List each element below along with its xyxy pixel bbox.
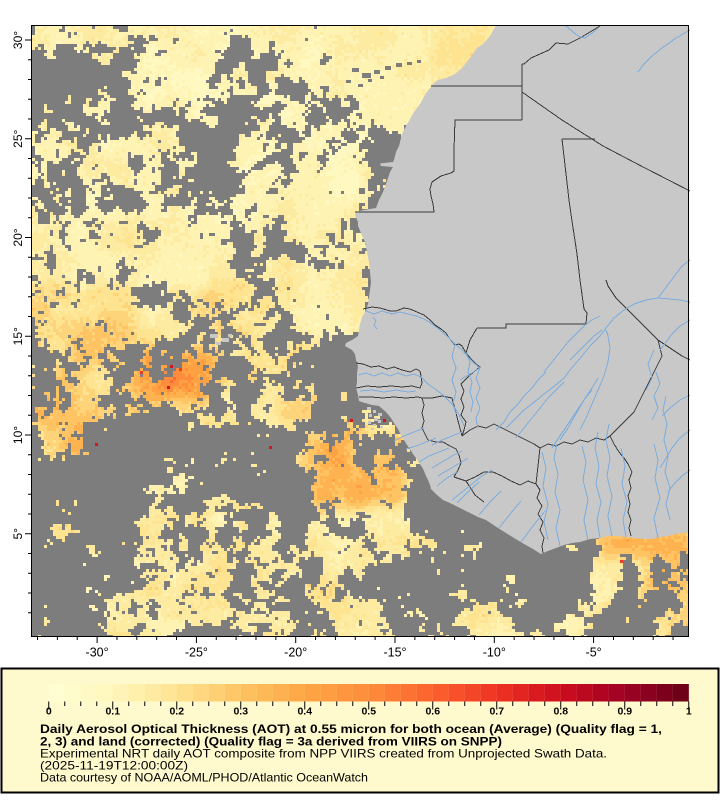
svg-text:0.3: 0.3 [233,706,248,718]
svg-text:0.7: 0.7 [489,706,504,718]
svg-text:10°: 10° [11,426,25,444]
svg-text:0.6: 0.6 [425,706,440,718]
svg-text:-25°: -25° [185,646,208,660]
svg-text:25°: 25° [11,129,25,147]
svg-text:-10°: -10° [483,646,506,660]
svg-text:0.5: 0.5 [361,706,376,718]
svg-text:0.2: 0.2 [169,706,184,718]
svg-text:0: 0 [46,706,52,718]
svg-text:0.8: 0.8 [553,706,568,718]
svg-text:-30°: -30° [86,646,109,660]
svg-text:2, 3) and land (corrected) (Qu: 2, 3) and land (corrected) (Quality flag… [40,735,502,749]
svg-text:1: 1 [686,706,692,718]
svg-text:0.9: 0.9 [617,706,632,718]
svg-text:20°: 20° [11,228,25,246]
svg-text:0.1: 0.1 [105,706,120,718]
svg-text:(2025-11-19T12:00:00Z): (2025-11-19T12:00:00Z) [40,759,188,773]
svg-text:-5°: -5° [586,646,602,660]
svg-text:Daily Aerosol Optical Thicknes: Daily Aerosol Optical Thickness (AOT) at… [40,722,662,736]
svg-text:30°: 30° [11,31,25,49]
svg-text:15°: 15° [11,327,25,345]
svg-text:-20°: -20° [284,646,307,660]
svg-text:5°: 5° [11,528,25,540]
svg-text:-15°: -15° [383,646,406,660]
svg-text:Experimental NRT daily AOT com: Experimental NRT daily AOT composite fro… [40,747,607,761]
svg-text:0.4: 0.4 [297,706,312,718]
svg-text:Data courtesy of NOAA/AOML/PHO: Data courtesy of NOAA/AOML/PHOD/Atlantic… [40,771,368,785]
